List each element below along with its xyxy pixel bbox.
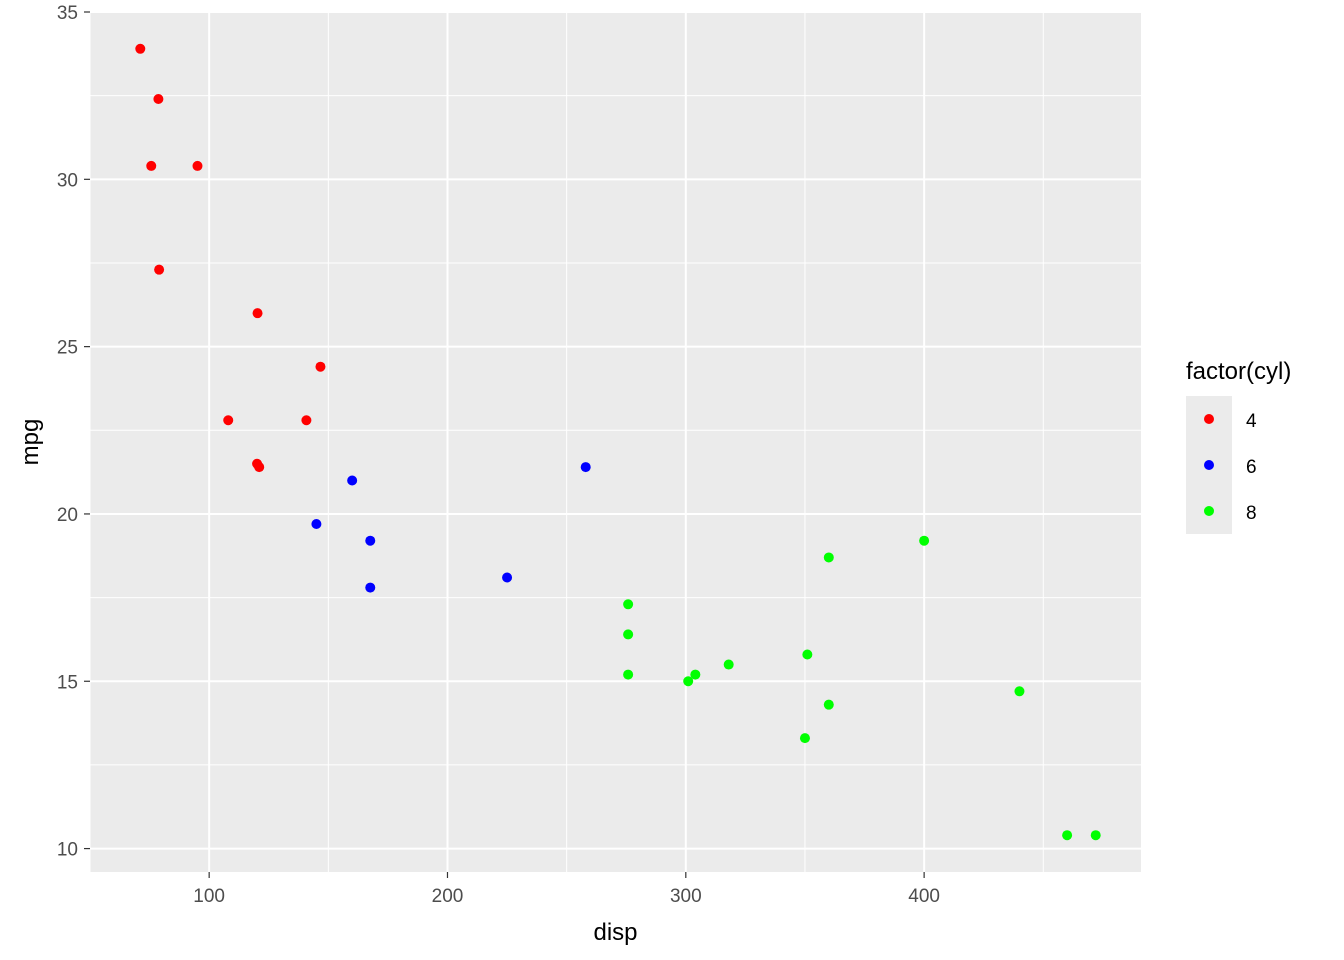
y-tick-label: 25: [57, 338, 78, 359]
data-point-cyl-8: [799, 733, 810, 744]
x-axis-title: disp: [593, 919, 637, 946]
y-axis: 10 15 20 25 30 35: [57, 3, 90, 861]
data-point-cyl-8: [1090, 830, 1101, 841]
data-point-cyl-8: [1014, 686, 1025, 697]
legend-key-cyl-4: [1204, 414, 1214, 424]
data-point-cyl-6: [580, 462, 591, 473]
data-points: [135, 43, 1101, 841]
y-tick-label: 15: [57, 672, 78, 693]
data-point-cyl-8: [1062, 830, 1073, 841]
legend-label-cyl-4: 4: [1246, 411, 1257, 432]
legend: factor(cyl) 4 6 8: [1186, 358, 1291, 534]
legend-key-cyl-8: [1204, 506, 1214, 516]
data-point-cyl-8: [802, 649, 813, 660]
data-point-cyl-8: [623, 629, 634, 640]
data-point-cyl-4: [223, 415, 234, 426]
legend-items: 4 6 8: [1186, 396, 1257, 534]
data-point-cyl-4: [153, 94, 164, 105]
major-gridlines: [90, 11, 1141, 872]
y-axis-title: mpg: [17, 419, 44, 466]
x-tick-label: 400: [908, 886, 940, 907]
data-point-cyl-6: [502, 572, 513, 583]
data-point-cyl-8: [823, 552, 834, 563]
legend-title: factor(cyl): [1186, 358, 1291, 385]
data-point-cyl-8: [823, 699, 834, 710]
data-point-cyl-4: [146, 160, 157, 171]
data-point-cyl-8: [690, 669, 701, 680]
data-point-cyl-8: [623, 599, 634, 610]
data-point-cyl-6: [365, 535, 376, 546]
data-point-cyl-4: [135, 43, 146, 54]
data-point-cyl-4: [301, 415, 312, 426]
data-point-cyl-8: [919, 535, 930, 546]
data-point-cyl-4: [254, 462, 265, 473]
legend-key-cyl-6: [1204, 460, 1214, 470]
legend-label-cyl-8: 8: [1246, 503, 1257, 524]
x-tick-label: 200: [432, 886, 464, 907]
data-point-cyl-8: [623, 669, 634, 680]
plot-panel: [90, 12, 1141, 872]
x-tick-label: 300: [670, 886, 702, 907]
data-point-cyl-8: [683, 676, 694, 687]
data-point-cyl-4: [154, 264, 165, 275]
data-point-cyl-6: [311, 518, 322, 529]
data-point-cyl-8: [723, 659, 734, 670]
legend-label-cyl-6: 6: [1246, 457, 1257, 478]
data-point-cyl-4: [192, 160, 203, 171]
y-tick-label: 35: [57, 3, 78, 24]
minor-gridlines: [89, 12, 1141, 872]
data-point-cyl-6: [347, 475, 358, 486]
y-tick-label: 10: [57, 840, 78, 861]
data-point-cyl-6: [365, 582, 376, 593]
data-point-cyl-4: [252, 308, 263, 319]
y-tick-label: 20: [57, 505, 78, 526]
y-tick-label: 30: [57, 170, 78, 191]
data-point-cyl-4: [315, 361, 326, 372]
x-tick-label: 100: [193, 886, 225, 907]
x-axis: 100 200 300 400: [193, 872, 940, 907]
